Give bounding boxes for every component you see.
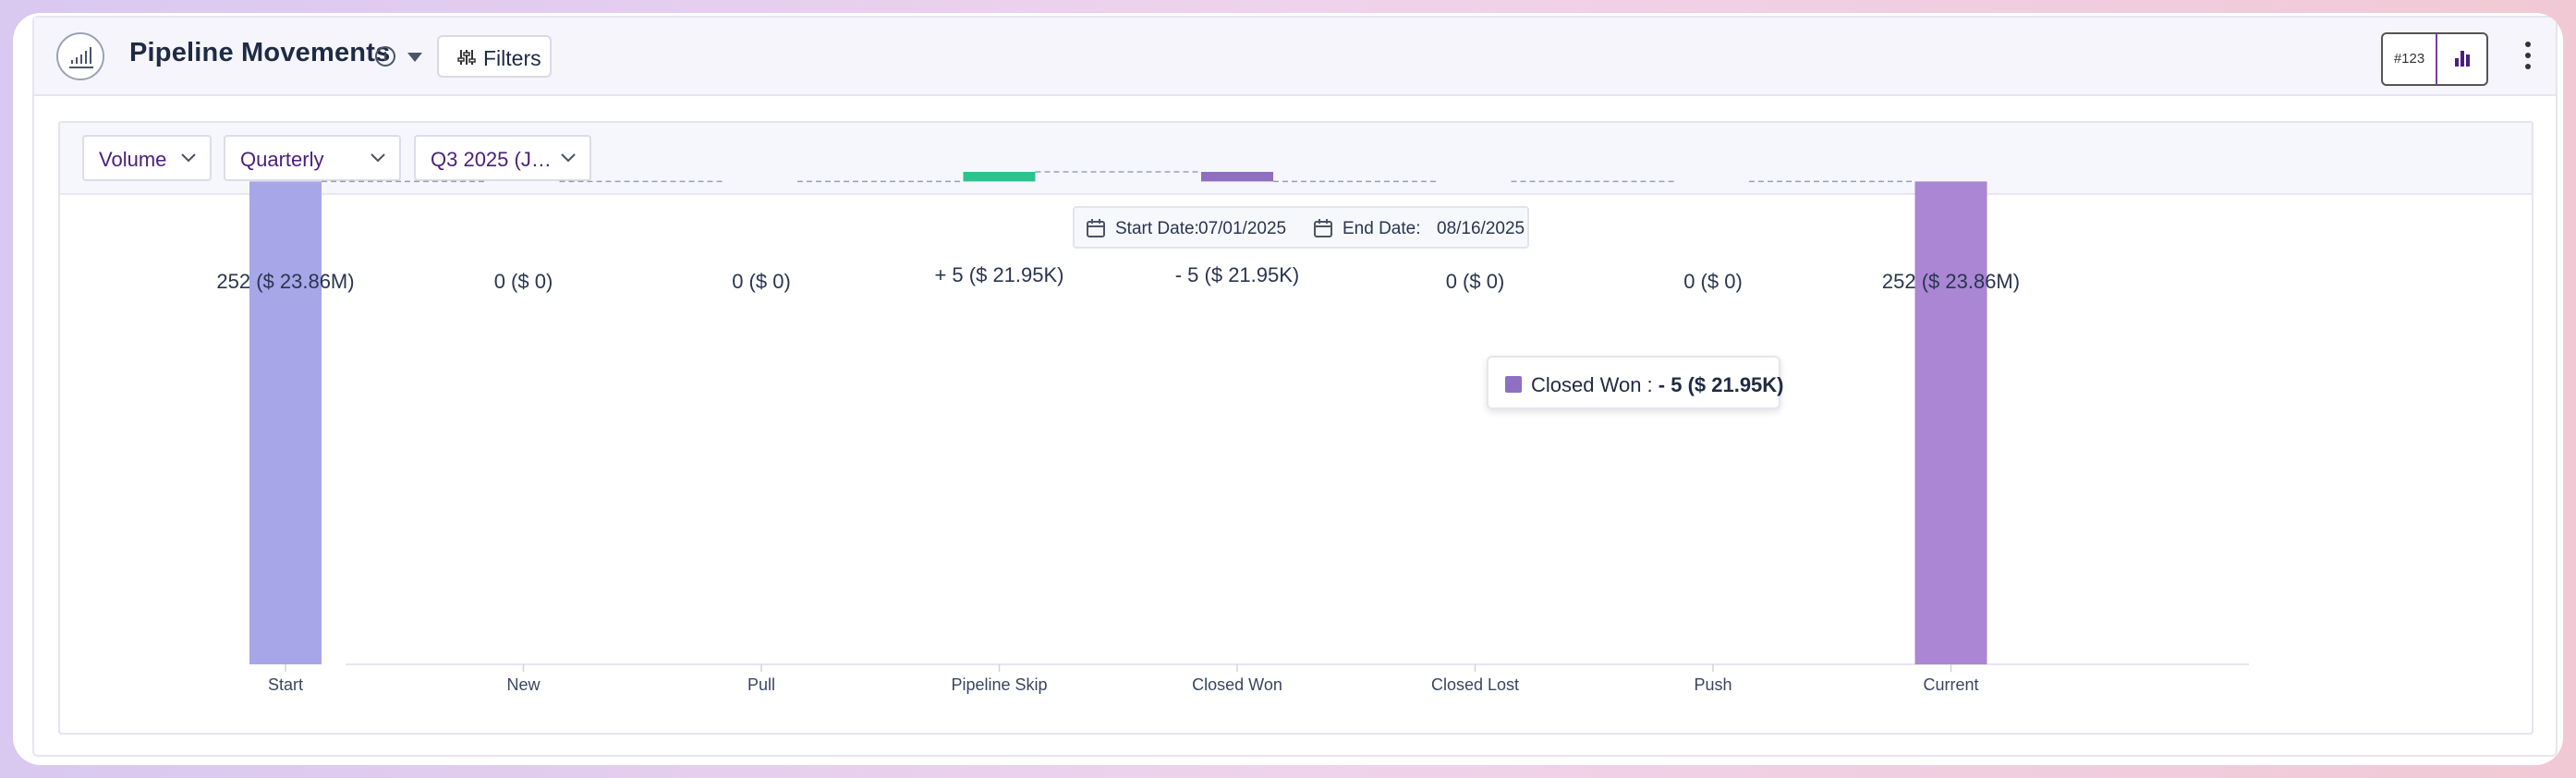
panel-controls: Volume Quarterly Q3 2025 (J… bbox=[60, 123, 2532, 195]
x-tick-label: Current bbox=[1923, 675, 1978, 694]
metric-value: Volume bbox=[99, 148, 167, 171]
tooltip-label: Closed Won : bbox=[1531, 373, 1659, 396]
data-label: 0 ($ 0) bbox=[494, 270, 553, 293]
page-title: Pipeline Movements bbox=[129, 38, 391, 67]
bar-current bbox=[1914, 181, 1987, 665]
waterfall-chart: Start 252 ($ 23.86M) New 0 ($ 0) Pull 0 ($ 0)… bbox=[216, 171, 2249, 694]
start-date-value: 07/01/2025 bbox=[1198, 219, 1287, 238]
tooltip-text: Closed Won : - 5 ($ 21.95K) bbox=[1531, 373, 1784, 397]
quarter-value: Q3 2025 (J… bbox=[431, 148, 552, 171]
window-frame: Pipeline Movements i Filters #123 bbox=[13, 13, 2563, 765]
tooltip-swatch bbox=[1505, 376, 1522, 393]
caret-down-icon[interactable] bbox=[407, 53, 422, 62]
data-label: 252 ($ 23.86M) bbox=[216, 270, 354, 293]
chart-logo-icon bbox=[56, 32, 104, 80]
view-toggle: #123 bbox=[2381, 32, 2488, 86]
data-label: - 5 ($ 21.95K) bbox=[1175, 263, 1300, 286]
x-tick-label: Pull bbox=[747, 675, 775, 694]
x-tick-label: Pipeline Skip bbox=[951, 675, 1047, 694]
x-tick-label: Closed Lost bbox=[1431, 675, 1519, 694]
x-tick-label: Start bbox=[268, 675, 303, 694]
calendar-icon bbox=[1087, 219, 1105, 237]
quarter-select[interactable]: Q3 2025 (J… bbox=[414, 135, 591, 181]
bar-pipeline-skip bbox=[963, 172, 1036, 182]
metric-select[interactable]: Volume bbox=[82, 135, 212, 181]
chevron-down-icon bbox=[561, 153, 576, 163]
chevron-down-icon bbox=[371, 153, 385, 163]
date-range: Start Date: 07/01/2025 End Date: 08/16/2… bbox=[1073, 206, 1529, 249]
data-label: 0 ($ 0) bbox=[1446, 270, 1505, 293]
sliders-icon bbox=[457, 50, 476, 65]
x-tick-label: Push bbox=[1694, 675, 1732, 694]
end-date-label: End Date: bbox=[1343, 219, 1421, 238]
data-label: + 5 ($ 21.95K) bbox=[934, 263, 1063, 286]
start-date-label: Start Date: bbox=[1115, 219, 1199, 238]
chevron-down-icon bbox=[181, 153, 196, 163]
data-label: 0 ($ 0) bbox=[1683, 270, 1743, 293]
number-view-button[interactable]: #123 bbox=[2393, 51, 2425, 67]
end-date-value: 08/16/2025 bbox=[1437, 219, 1525, 238]
data-label: 0 ($ 0) bbox=[732, 270, 791, 293]
filters-button[interactable]: Filters bbox=[437, 35, 552, 78]
period-select[interactable]: Quarterly bbox=[224, 135, 401, 181]
bar-start bbox=[249, 181, 322, 665]
filters-label: Filters bbox=[483, 46, 541, 70]
calendar-icon bbox=[1314, 219, 1332, 237]
bar-chart-icon bbox=[2455, 51, 2470, 67]
bar-closed-won bbox=[1201, 172, 1273, 182]
data-label: 252 ($ 23.86M) bbox=[1882, 270, 2020, 293]
tooltip-value: - 5 ($ 21.95K) bbox=[1658, 373, 1784, 396]
period-value: Quarterly bbox=[240, 148, 324, 171]
chart-view-button[interactable] bbox=[2436, 34, 2486, 84]
more-options-icon[interactable] bbox=[2523, 38, 2533, 75]
widget-header: Pipeline Movements i Filters #123 bbox=[34, 18, 2556, 96]
x-tick-label: Closed Won bbox=[1192, 675, 1282, 694]
chart-tooltip: Closed Won : - 5 ($ 21.95K) bbox=[1487, 356, 1784, 409]
info-icon[interactable]: i bbox=[375, 46, 395, 67]
x-tick-label: New bbox=[506, 675, 541, 694]
